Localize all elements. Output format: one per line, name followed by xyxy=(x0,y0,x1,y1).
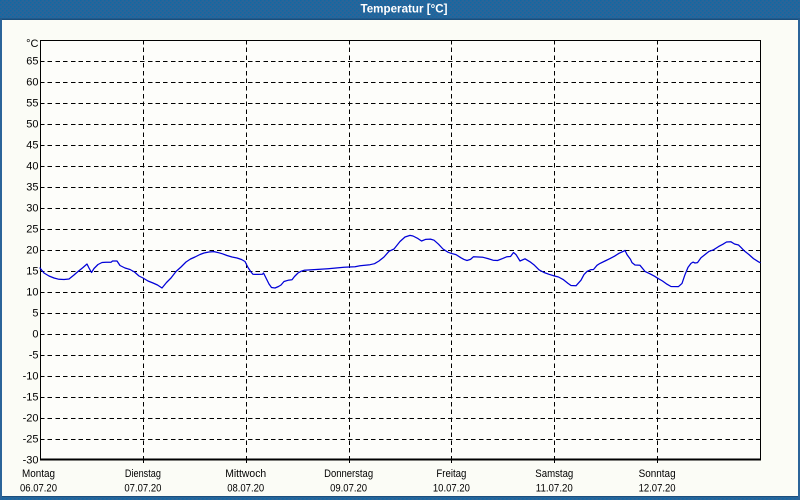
svg-text:06.07.20: 06.07.20 xyxy=(20,483,57,495)
svg-text:12.07.20: 12.07.20 xyxy=(639,483,676,495)
svg-text:-25: -25 xyxy=(23,434,39,446)
svg-text:5: 5 xyxy=(32,308,38,320)
svg-text:-30: -30 xyxy=(23,455,39,467)
svg-text:10: 10 xyxy=(26,287,38,299)
svg-text:15: 15 xyxy=(26,266,38,278)
svg-text:Temperatur [°C]: Temperatur [°C] xyxy=(361,2,448,16)
svg-text:Freitag: Freitag xyxy=(436,468,466,480)
svg-text:20: 20 xyxy=(26,245,38,257)
svg-text:07.07.20: 07.07.20 xyxy=(124,483,161,495)
svg-text:45: 45 xyxy=(26,140,38,152)
svg-text:0: 0 xyxy=(32,329,38,341)
svg-text:Samstag: Samstag xyxy=(535,468,573,480)
svg-text:40: 40 xyxy=(26,161,38,173)
svg-text:09.07.20: 09.07.20 xyxy=(330,483,367,495)
svg-text:Montag: Montag xyxy=(22,468,55,480)
svg-text:65: 65 xyxy=(26,56,38,68)
svg-text:50: 50 xyxy=(26,119,38,131)
svg-text:08.07.20: 08.07.20 xyxy=(227,483,264,495)
svg-text:Sonntag: Sonntag xyxy=(639,468,676,480)
svg-text:-5: -5 xyxy=(29,350,39,362)
svg-text:-20: -20 xyxy=(23,413,39,425)
svg-text:-15: -15 xyxy=(23,392,39,404)
svg-text:-10: -10 xyxy=(23,371,39,383)
svg-text:Mittwoch: Mittwoch xyxy=(225,468,266,480)
svg-text:60: 60 xyxy=(26,77,38,89)
svg-text:Dienstag: Dienstag xyxy=(125,468,161,480)
svg-text:25: 25 xyxy=(26,224,38,236)
svg-text:°C: °C xyxy=(26,38,38,50)
svg-text:35: 35 xyxy=(26,182,38,194)
svg-text:10.07.20: 10.07.20 xyxy=(433,483,470,495)
svg-text:Donnerstag: Donnerstag xyxy=(324,468,373,480)
svg-text:55: 55 xyxy=(26,98,38,110)
svg-text:11.07.20: 11.07.20 xyxy=(536,483,573,495)
svg-text:30: 30 xyxy=(26,203,38,215)
